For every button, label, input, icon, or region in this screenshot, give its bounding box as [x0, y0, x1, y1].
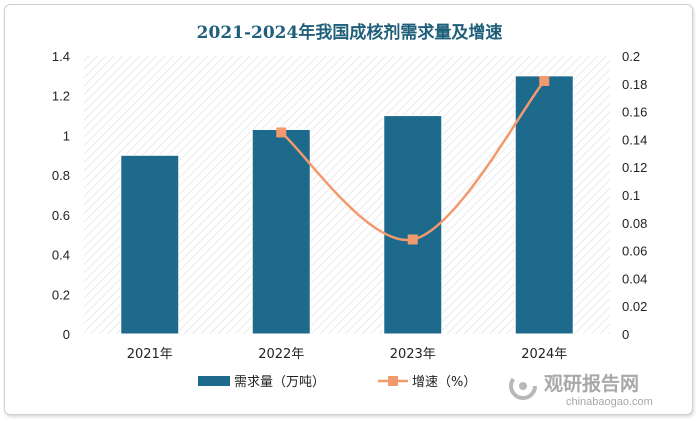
y-right-tick-2: 0.04: [622, 271, 647, 286]
y-right-tick-5: 0.1: [622, 188, 640, 203]
legend-label-line: 增速（%）: [412, 375, 476, 390]
y-left-tick-4: 0.8: [52, 168, 70, 183]
bar-3: [514, 75, 574, 335]
y-right-tick-8: 0.16: [622, 105, 647, 120]
y-left-tick-3: 0.6: [52, 208, 70, 223]
legend-swatch-bar: [198, 376, 230, 386]
legend-swatch-marker: [388, 376, 398, 386]
growth-marker-0: [276, 127, 287, 138]
y-right-tick-6: 0.12: [622, 160, 647, 175]
chart-title: 2021-2024年我国成核剂需求量及增速: [196, 23, 503, 43]
y-left-tick-1: 0.2: [52, 287, 70, 302]
y-right-tick-9: 0.18: [622, 77, 647, 92]
y-right-tick-0: 0: [622, 327, 629, 342]
bar-1: [251, 128, 311, 335]
watermark: 观研报告网 chinabaogao.com: [509, 372, 653, 408]
x-tick-2: 2023年: [390, 347, 436, 362]
y-left-tick-7: 1.4: [52, 49, 70, 64]
y-left-tick-5: 1: [63, 128, 70, 143]
y-right-tick-7: 0.14: [622, 132, 647, 147]
x-tick-1: 2022年: [258, 347, 304, 362]
bar-2: [383, 115, 443, 335]
watermark-text-en: chinabaogao.com: [566, 396, 653, 408]
y-left-tick-6: 1.2: [52, 89, 70, 104]
growth-marker-1: [407, 234, 418, 245]
x-tick-3: 2024年: [521, 347, 567, 362]
legend: 需求量（万吨） 增速（%）: [198, 375, 476, 390]
y-right-tick-10: 0.2: [622, 49, 640, 64]
x-tick-0: 2021年: [127, 347, 173, 362]
legend-label-bar: 需求量（万吨）: [234, 375, 325, 390]
watermark-text-cn: 观研报告网: [544, 372, 639, 395]
y-left-tick-2: 0.4: [52, 248, 70, 263]
bar-0: [120, 154, 180, 335]
growth-marker-2: [539, 76, 550, 87]
y-left-tick-0: 0: [63, 327, 70, 342]
watermark-logo-icon: [509, 372, 537, 400]
y-right-tick-1: 0.02: [622, 299, 647, 314]
y-right-tick-3: 0.06: [622, 244, 647, 259]
y-right-tick-4: 0.08: [622, 216, 647, 231]
